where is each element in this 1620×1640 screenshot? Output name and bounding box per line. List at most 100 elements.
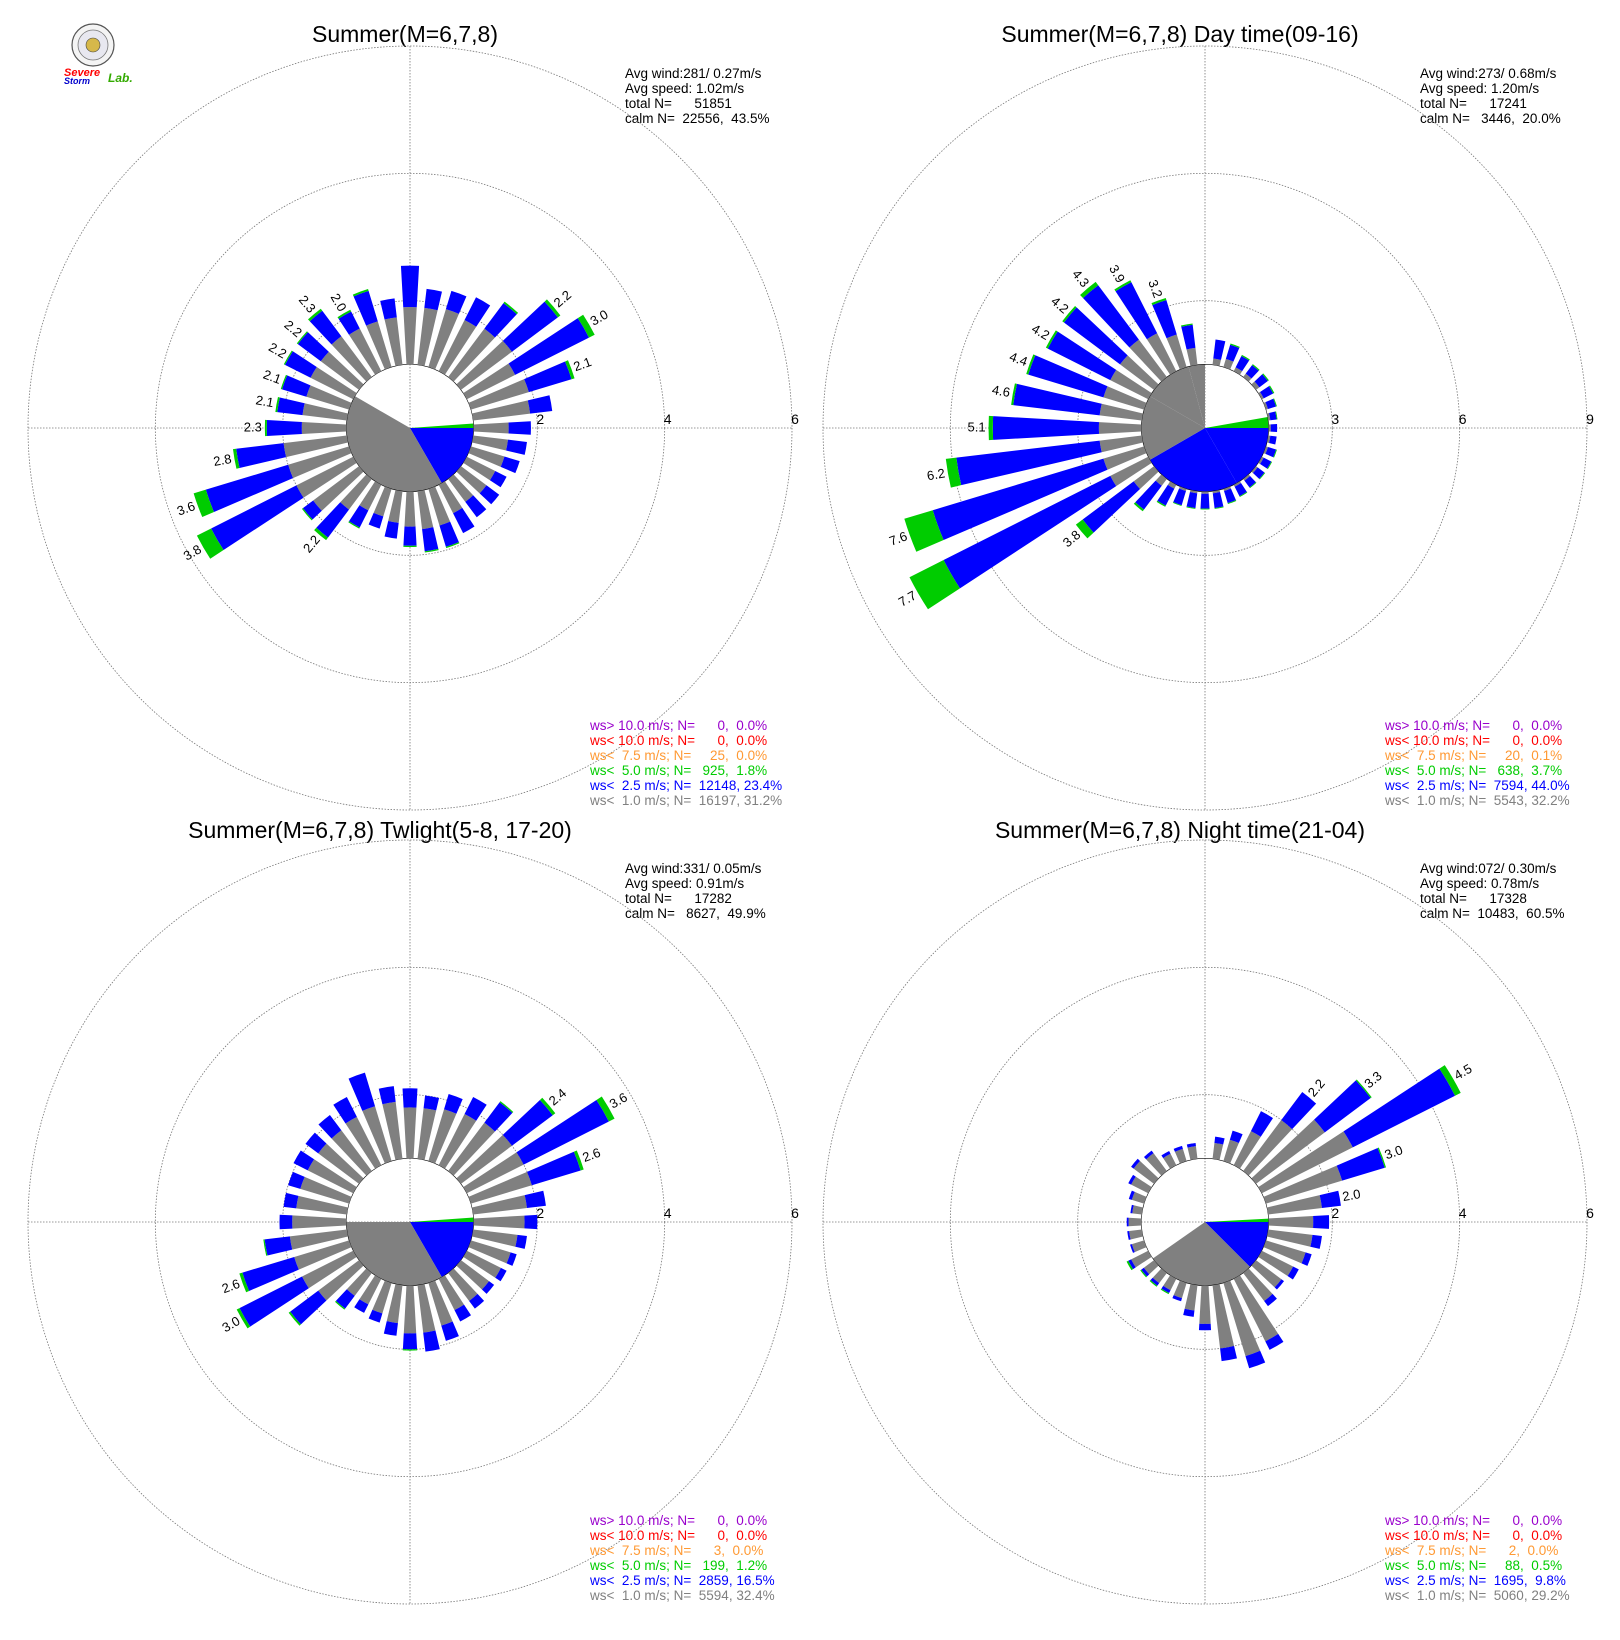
- bar-dir-210: [354, 1275, 382, 1313]
- bar-segment-blue: [1214, 1136, 1225, 1145]
- bar-segment-green: [1239, 491, 1248, 497]
- bar-dir-270: [988, 415, 1142, 441]
- bar-dir-260: [945, 435, 1144, 488]
- bar-value-label: 2.6: [580, 1145, 602, 1165]
- bar-segment-green: [1156, 500, 1166, 507]
- bar-dir-340: [1173, 1145, 1187, 1164]
- bar-segment-gray: [428, 1280, 453, 1326]
- bar-segment-blue: [992, 416, 1100, 440]
- bar-segment-gray: [1251, 381, 1260, 390]
- direction-bars: [1126, 1065, 1461, 1369]
- bar-segment-gray: [1132, 1205, 1144, 1215]
- bar-segment-blue: [956, 440, 1102, 486]
- ring-label: 6: [791, 411, 799, 427]
- bar-dir-30: [1233, 354, 1250, 375]
- bar-segment-gray: [1184, 1283, 1198, 1311]
- bar-segment-green: [402, 1349, 418, 1351]
- bar-dir-220: [335, 1268, 372, 1310]
- bar-segment-green: [1114, 280, 1132, 292]
- bar-segment-green: [280, 374, 288, 390]
- bar-dir-120: [1258, 1250, 1299, 1280]
- bar-segment-green: [1140, 1269, 1147, 1278]
- bar-value-label: 4.6: [991, 382, 1011, 400]
- bar-segment-blue: [1141, 1267, 1150, 1277]
- bar-segment-blue: [384, 520, 399, 539]
- bar-segment-blue: [422, 527, 439, 552]
- bar-segment-blue: [284, 351, 317, 378]
- bar-segment-green: [503, 301, 519, 315]
- bar-segment-gray: [403, 307, 417, 365]
- ring-label: 3: [1331, 411, 1339, 427]
- bar-value-label: 7.6: [887, 528, 909, 548]
- bar-segment-gray: [1110, 456, 1152, 487]
- bar-segment-gray: [463, 1250, 501, 1278]
- bar-segment-green: [1011, 383, 1017, 406]
- legend-entry: ws< 2.5 m/s; N= 1695, 9.8%: [1384, 1573, 1566, 1588]
- bar-segment-gray: [1166, 334, 1187, 370]
- bar-segment-gray: [1233, 367, 1243, 375]
- bar-dir-120: [463, 1250, 507, 1282]
- bar-segment-gray: [1103, 386, 1147, 410]
- bar-segment-gray: [301, 421, 347, 435]
- bar-dir-350: [378, 1086, 403, 1161]
- wind-rose-panel-2: Summer(M=6,7,8) Day time(09-16) Avg wind:…: [822, 21, 1594, 811]
- bar-segment-blue: [506, 1252, 517, 1266]
- bar-segment-gray: [403, 1107, 417, 1159]
- bar-dir-30: [438, 1096, 487, 1169]
- bar-segment-blue: [495, 1267, 507, 1282]
- bar-segment-blue: [1265, 1333, 1284, 1350]
- bar-dir-170: [1212, 1283, 1237, 1362]
- bar-dir-290: [288, 1171, 352, 1204]
- bar-segment-blue: [236, 443, 287, 468]
- bar-segment-gray: [417, 307, 438, 367]
- bar-segment-green: [1200, 508, 1210, 510]
- bar-segment-blue: [309, 310, 342, 345]
- bar-segment-blue: [1128, 1174, 1136, 1185]
- bar-dir-220: [1133, 474, 1167, 512]
- speed-legend: ws> 10.0 m/s; N= 0, 0.0%ws< 10.0 m/s; N=…: [589, 718, 782, 808]
- bar-segment-gray: [1186, 347, 1198, 367]
- bar-segment-blue: [943, 475, 1117, 589]
- calm-n-text: calm N= 10483, 60.5%: [1420, 906, 1564, 921]
- bar-segment-green: [1133, 502, 1144, 512]
- bar-segment-green: [1377, 1147, 1387, 1168]
- bar-segment-green: [565, 360, 575, 380]
- bar-segment-blue: [1115, 282, 1158, 340]
- bar-segment-gray: [1266, 412, 1271, 421]
- bar-segment-blue: [465, 495, 487, 518]
- bar-segment-green: [1230, 343, 1240, 349]
- bar-segment-blue: [1244, 475, 1256, 488]
- bar-segment-green: [1026, 354, 1036, 375]
- bar-dir-150: [438, 481, 475, 534]
- bar-segment-blue: [1172, 1295, 1182, 1302]
- bar-segment-blue: [368, 1309, 383, 1323]
- bar-segment-blue: [305, 1132, 327, 1154]
- legend-entry: ws< 5.0 m/s; N= 638, 3.7%: [1384, 763, 1562, 778]
- calm-pie: [1141, 364, 1269, 492]
- bar-segment-gray: [283, 435, 349, 458]
- bar-segment-gray: [1163, 1275, 1177, 1291]
- bar-dir-80: [471, 1190, 546, 1215]
- bar-segment-gray: [468, 446, 505, 467]
- bar-segment-blue: [242, 1256, 299, 1291]
- bar-dir-40: [448, 1101, 514, 1176]
- bar-segment-gray: [1268, 424, 1271, 432]
- logo-seal-core: [85, 37, 101, 53]
- bar-segment-gray: [302, 403, 349, 421]
- bar-segment-blue: [1143, 1150, 1154, 1160]
- bar-segment-blue: [1131, 1158, 1141, 1169]
- bar-segment-gray: [438, 1114, 477, 1169]
- bar-segment-blue: [403, 526, 417, 546]
- bar-segment-gray: [1187, 1146, 1198, 1161]
- bar-segment-blue: [1063, 307, 1128, 365]
- bar-dir-340: [352, 289, 392, 370]
- bar-segment-blue: [1264, 1293, 1277, 1307]
- bar-segment-blue: [1260, 457, 1272, 469]
- bar-segment-gray: [289, 1229, 349, 1250]
- bar-segment-gray: [1251, 466, 1258, 474]
- bar-segment-green: [1160, 1288, 1170, 1295]
- legend-entry: ws< 7.5 m/s; N= 3, 0.0%: [589, 1543, 763, 1558]
- bar-segment-blue: [290, 1290, 327, 1325]
- bar-value-label: 3.0: [587, 307, 610, 329]
- bar-segment-blue: [1254, 374, 1268, 388]
